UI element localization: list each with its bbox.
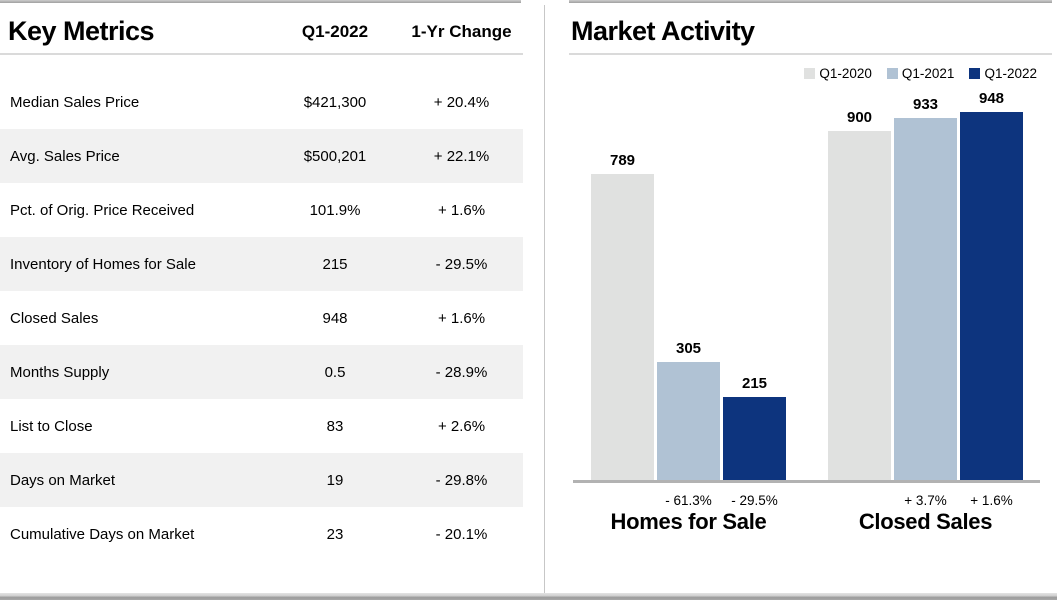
metric-change: + 1.6%: [437, 201, 486, 219]
market-activity-panel: Market Activity Q1-2020 Q1-2021 Q1-2022 78…: [569, 5, 1052, 551]
metric-change: + 20.4%: [433, 93, 490, 111]
metric-name: Closed Sales: [10, 309, 99, 327]
key-metrics-header: Key Metrics Q1-2022 1-Yr Change: [0, 5, 523, 56]
bar-value-label: 305: [675, 339, 702, 357]
metric-name: Cumulative Days on Market: [10, 525, 195, 543]
metric-name: Pct. of Orig. Price Received: [10, 201, 195, 219]
legend-label: Q1-2022: [984, 65, 1037, 81]
metric-name: Months Supply: [10, 363, 110, 381]
legend-item: Q1-2022: [969, 66, 1037, 81]
market-activity-header: Market Activity: [569, 5, 1052, 56]
metric-value: 23: [326, 525, 344, 543]
metric-change: - 29.5%: [435, 255, 488, 273]
metric-change: - 29.8%: [435, 471, 488, 489]
bar-group: 789 305 - 61.3% 215 - 29.5%: [591, 152, 786, 508]
bar-value-label: 948: [978, 90, 1005, 108]
bottom-rule: [0, 593, 1057, 600]
legend-label: Q1-2021: [901, 65, 955, 81]
bar-value-label: 900: [846, 109, 873, 127]
table-row: Median Sales Price $421,300 + 20.4%: [0, 75, 523, 129]
table-row: Months Supply 0.5 - 28.9%: [0, 345, 523, 400]
metric-change: + 2.6%: [437, 417, 486, 435]
bar-change-label: - 61.3%: [665, 493, 712, 509]
bar-value-label: 215: [741, 374, 768, 392]
metric-value: 83: [326, 417, 344, 435]
metric-name: Inventory of Homes for Sale: [10, 255, 196, 273]
metric-value: $421,300: [303, 93, 367, 111]
metric-name: Median Sales Price: [10, 93, 140, 111]
legend-swatch-icon: [969, 67, 981, 79]
top-rule-left: [0, 0, 521, 3]
bar-value-label: 789: [609, 152, 636, 170]
table-row: Days on Market 19 - 29.8%: [0, 453, 523, 508]
key-metrics-panel: Key Metrics Q1-2022 1-Yr Change Median S…: [0, 5, 523, 561]
table-row: Closed Sales 948 + 1.6%: [0, 291, 523, 345]
metric-value: 215: [322, 255, 348, 273]
bar: 215 - 29.5%: [723, 375, 786, 508]
legend-swatch-icon: [886, 67, 898, 79]
metric-name: Days on Market: [10, 471, 116, 489]
bar: 789: [591, 152, 654, 481]
chart-legend: Q1-2020 Q1-2021 Q1-2022: [569, 65, 1052, 81]
table-row: Pct. of Orig. Price Received 101.9% + 1.6%: [0, 183, 523, 237]
metrics-table: Median Sales Price $421,300 + 20.4% Avg. Sa…: [0, 75, 523, 561]
bar: 933 + 3.7%: [894, 96, 957, 508]
bar-value-label: 933: [912, 96, 939, 114]
bar-change-label: + 3.7%: [904, 493, 947, 509]
chart-group-labels: Homes for Sale Closed Sales: [573, 509, 1040, 551]
chart-plot: 789 305 - 61.3% 215 - 29.5% 900 933 + 3.7% 948 + …: [573, 90, 1040, 508]
table-row: List to Close 83 + 2.6%: [0, 399, 523, 453]
key-metrics-title: Key Metrics: [8, 16, 155, 46]
column-header-quarter: Q1-2022: [301, 22, 369, 42]
metric-value: 101.9%: [309, 201, 361, 219]
table-row: Avg. Sales Price $500,201 + 22.1%: [0, 129, 523, 184]
metric-name: List to Close: [10, 417, 93, 435]
bar: 900: [828, 109, 891, 481]
chart-category-label: Closed Sales: [858, 509, 993, 535]
bar: 948 + 1.6%: [960, 90, 1023, 508]
bar-change-label: - 29.5%: [731, 493, 778, 509]
metric-change: - 28.9%: [435, 363, 488, 381]
panel-divider: [544, 5, 545, 595]
bar-group: 900 933 + 3.7% 948 + 1.6%: [828, 90, 1023, 508]
metric-change: + 22.1%: [433, 147, 490, 165]
metric-name: Avg. Sales Price: [10, 147, 120, 165]
metric-value: $500,201: [303, 147, 367, 165]
market-activity-title: Market Activity: [571, 16, 755, 46]
legend-swatch-icon: [804, 67, 816, 79]
bar: 305 - 61.3%: [657, 340, 720, 508]
chart-category-label: Homes for Sale: [610, 509, 767, 535]
table-row: Inventory of Homes for Sale 215 - 29.5%: [0, 237, 523, 292]
table-row: Cumulative Days on Market 23 - 20.1%: [0, 507, 523, 561]
metric-value: 0.5: [324, 363, 346, 381]
metric-change: + 1.6%: [437, 309, 486, 327]
legend-label: Q1-2020: [819, 65, 872, 81]
metric-value: 19: [326, 471, 344, 489]
legend-item: Q1-2021: [886, 65, 955, 81]
top-rule-right: [569, 0, 1052, 3]
bar-change-label: + 1.6%: [970, 493, 1013, 509]
metric-change: - 20.1%: [435, 525, 488, 543]
metric-value: 948: [322, 309, 348, 327]
legend-item: Q1-2020: [804, 66, 872, 81]
column-header-change: 1-Yr Change: [411, 22, 512, 42]
